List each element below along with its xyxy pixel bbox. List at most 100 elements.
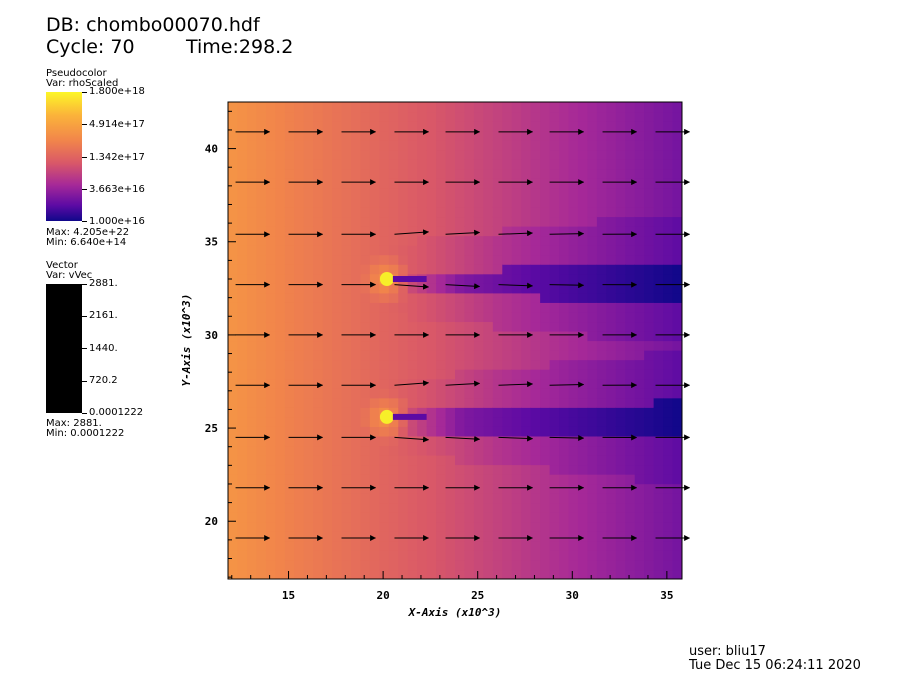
field-cell [455,292,466,303]
field-cell [426,254,437,265]
field-cell [653,187,664,198]
field-cell [644,474,655,485]
field-cell [634,502,645,513]
field-cell [341,369,352,380]
field-cell [407,206,418,218]
field-cell [275,416,286,427]
field-cell [369,445,380,456]
field-cell [256,226,267,237]
field-cell [275,388,286,399]
field-cell [436,111,447,122]
field-cell [502,445,513,456]
field-cell [596,178,607,189]
field-cell [644,330,655,342]
field-cell [540,388,551,399]
field-cell [445,245,456,256]
field-cell [473,502,484,513]
field-cell [492,359,503,370]
field-cell [360,292,371,303]
field-cell [388,140,399,151]
field-cell [596,521,607,532]
field-cell [473,292,484,303]
field-cell [294,445,305,456]
colorbar-tick-label: 3.663e+16 [89,184,145,195]
field-cell [265,474,276,485]
field-cell [294,283,305,294]
field-cell [521,426,532,437]
field-cell [625,321,636,332]
field-cell [303,254,314,265]
field-cell [237,121,248,132]
field-cell [379,254,390,265]
field-cell [464,226,475,237]
field-cell [540,540,551,551]
field-cell [615,302,626,313]
field-cell [549,140,560,151]
field-cell [294,502,305,513]
field-cell [663,149,674,160]
field-cell [445,216,456,227]
field-cell [663,416,674,427]
field-cell [473,311,484,323]
field-cell [284,569,295,579]
field-cell [663,474,674,485]
field-cell [360,445,371,456]
field-cell [294,559,305,571]
field-cell [625,445,636,456]
field-cell [294,159,305,170]
field-cell [407,388,418,399]
field-cell [426,445,437,456]
field-cell [360,340,371,351]
field-cell [455,493,466,504]
field-cell [672,283,682,294]
field-cell [228,330,239,342]
field-cell [672,245,682,256]
field-cell [417,245,428,256]
field-cell [341,235,352,246]
field-cell [606,407,617,418]
field-cell [313,493,324,504]
field-cell [237,321,248,332]
field-cell [407,178,418,189]
field-cell [369,350,380,361]
field-cell [265,502,276,513]
field-cell [360,435,371,447]
field-cell [625,483,636,494]
field-cell [663,311,674,323]
field-cell [559,330,570,342]
field-cell [606,273,617,284]
field-cell [275,521,286,532]
field-cell [521,397,532,408]
field-cell [379,397,390,408]
field-cell [577,206,589,218]
field-cell [426,235,437,246]
field-cell [284,302,295,313]
field-cell [596,264,607,275]
field-cell [237,454,248,466]
field-cell [455,388,466,399]
field-cell [568,521,579,532]
field-cell [341,416,352,427]
field-cell [492,388,503,399]
field-cell [303,340,314,351]
field-cell [606,226,617,237]
field-cell [455,264,466,275]
field-cell [625,378,636,389]
field-cell [606,235,617,246]
field-cell [388,397,399,408]
field-cell [587,311,598,323]
field-cell [530,569,541,579]
field-cell [511,130,522,141]
field-cell [653,178,664,189]
field-cell [625,426,636,437]
field-cell [237,130,248,141]
field-cell [436,474,447,485]
field-cell [436,369,447,380]
field-cell [228,540,239,551]
field-cell [653,464,664,475]
field-cell [246,445,257,456]
field-cell [417,235,428,246]
field-cell [284,235,295,246]
field-cell [483,559,494,571]
field-cell [568,254,579,265]
